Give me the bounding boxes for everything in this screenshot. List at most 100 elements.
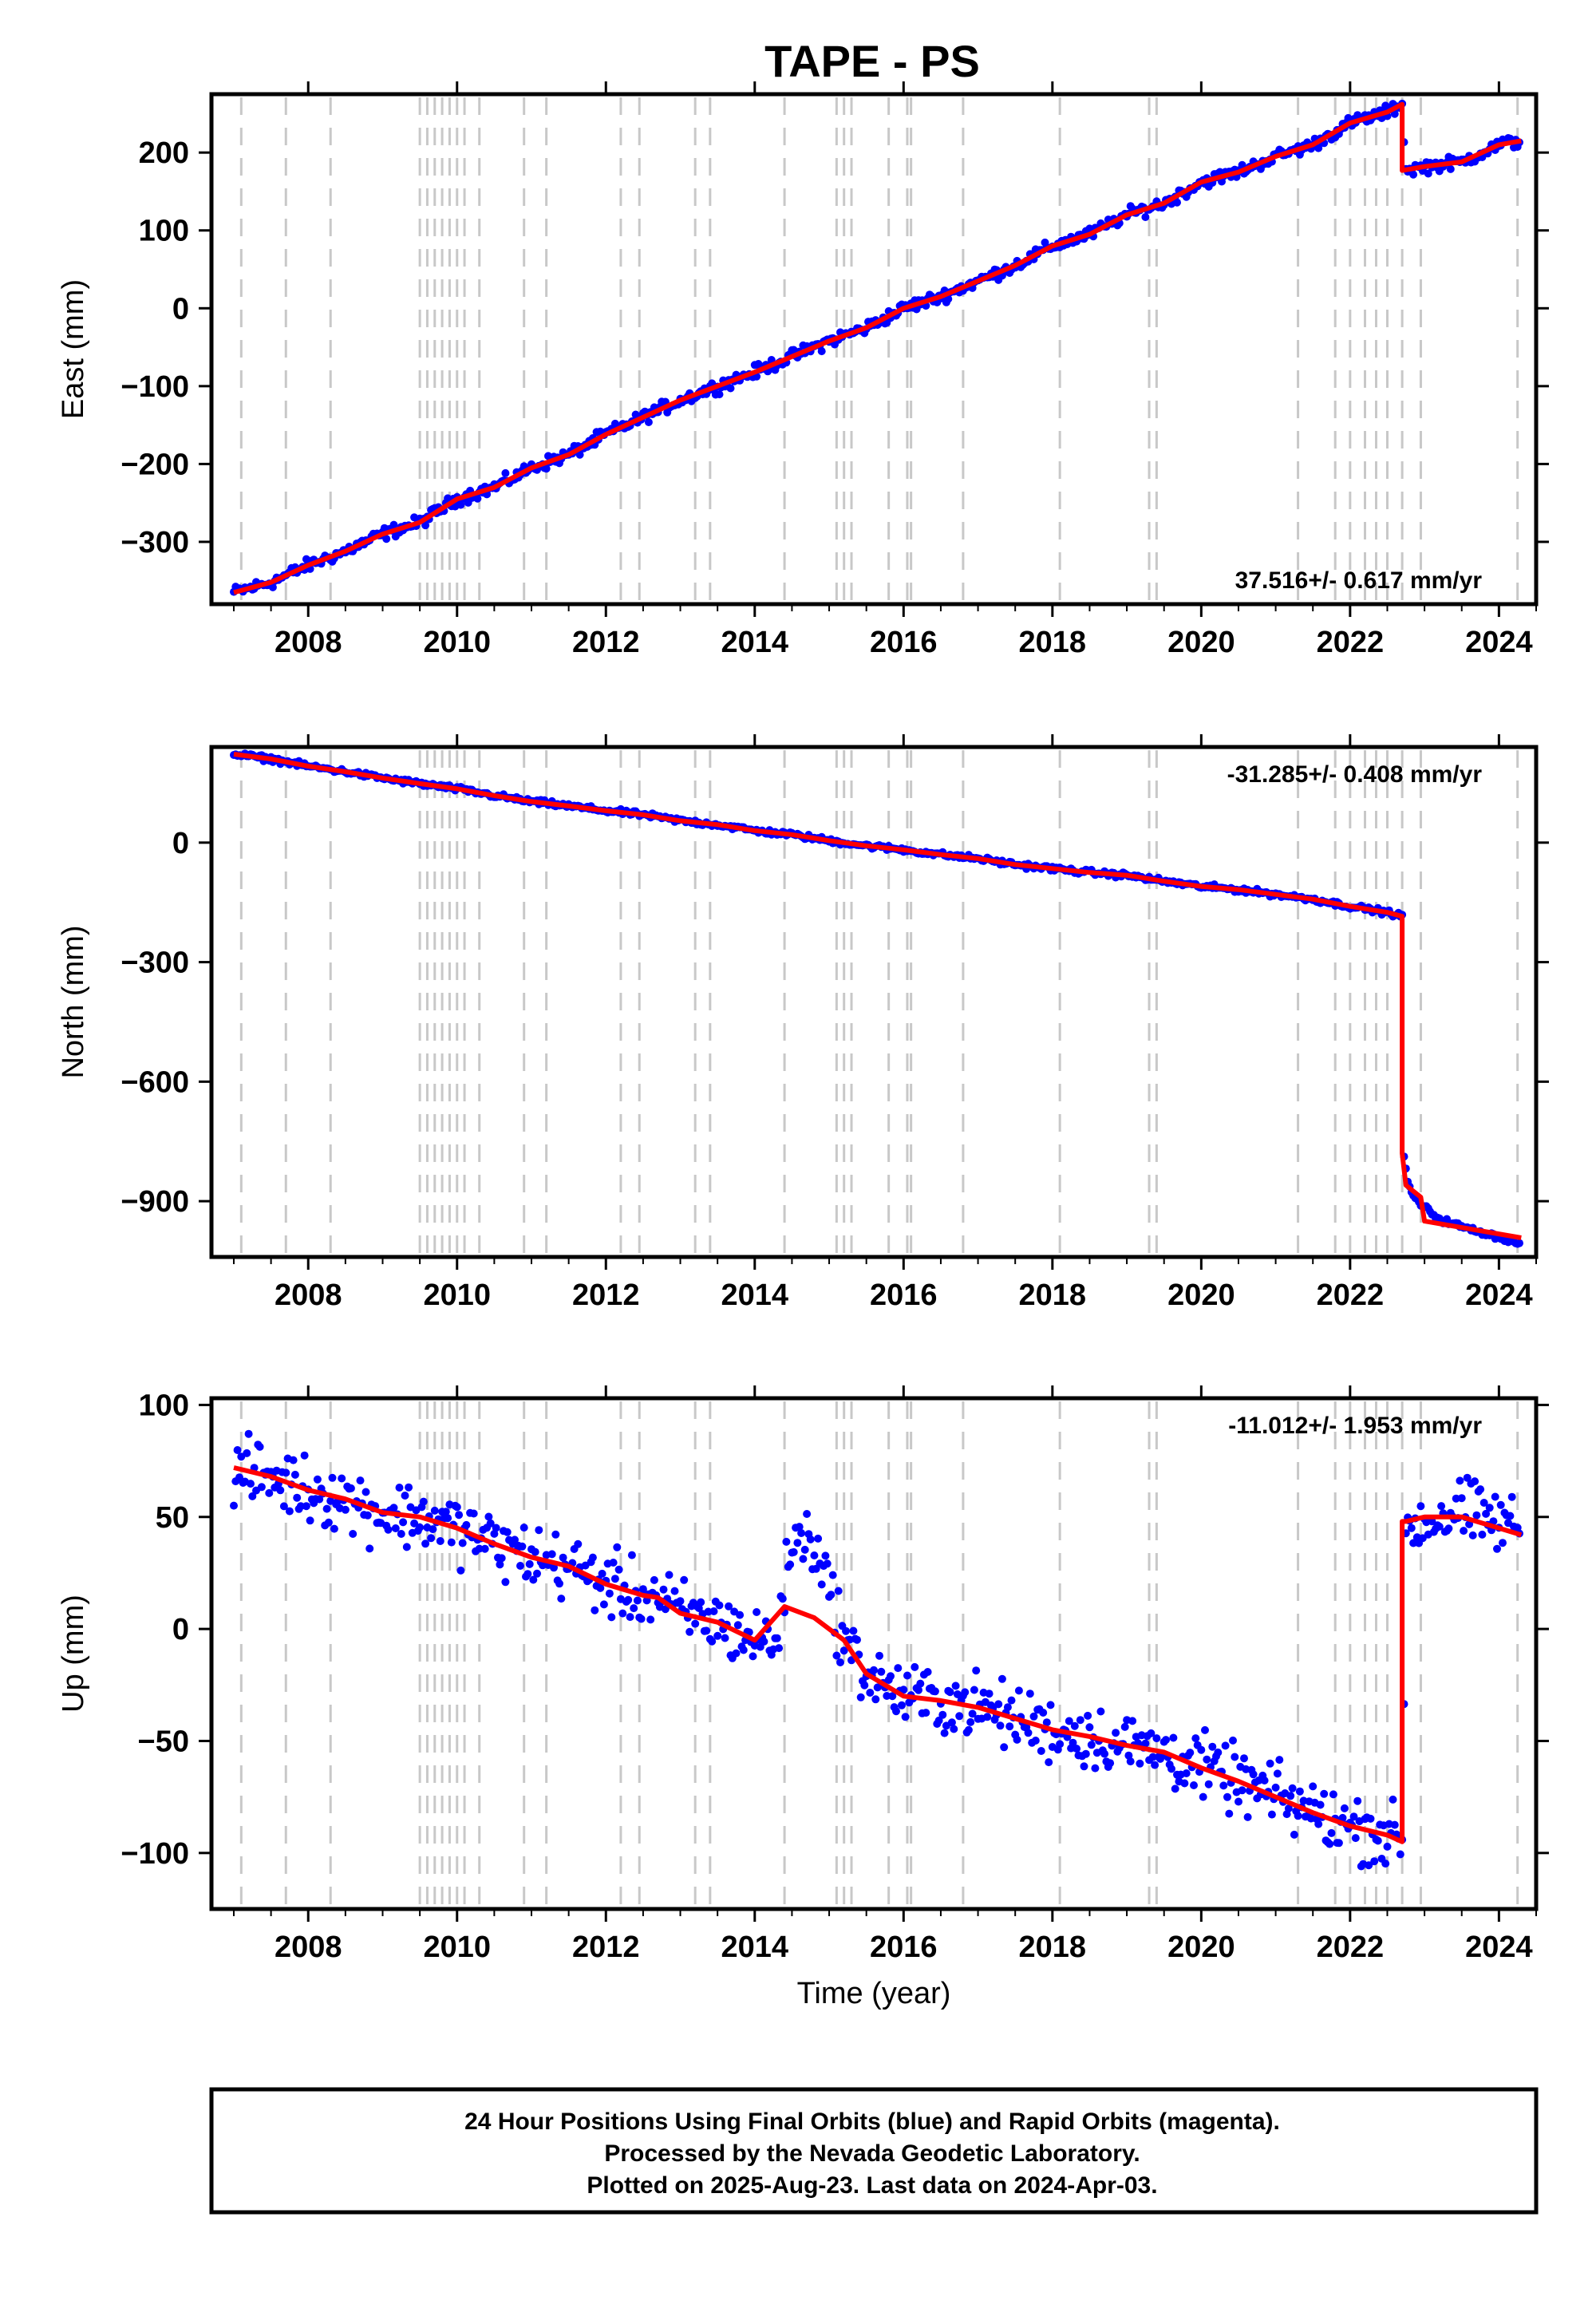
data-point: [1314, 144, 1323, 152]
data-point: [365, 1544, 374, 1553]
data-point: [961, 1688, 970, 1697]
data-point: [1383, 1842, 1392, 1851]
velocity-rate-label: 37.516+/- 0.617 mm/yr: [1235, 567, 1483, 594]
data-point: [1180, 1779, 1189, 1788]
data-point: [1478, 1530, 1487, 1539]
data-point: [1106, 1759, 1115, 1768]
data-point: [401, 1492, 409, 1500]
y-axis-label: North (mm): [57, 925, 90, 1078]
data-point: [529, 1575, 538, 1584]
data-point: [1197, 1745, 1206, 1754]
data-point: [1152, 1734, 1161, 1743]
y-tick-label: −600: [120, 1065, 189, 1099]
data-point: [542, 464, 551, 473]
x-tick-label: 2008: [275, 626, 342, 659]
data-point: [836, 1658, 844, 1666]
data-point: [1295, 1787, 1304, 1796]
data-point: [887, 1672, 895, 1681]
data-point: [1167, 1765, 1175, 1773]
x-tick-label: 2016: [870, 1279, 938, 1312]
data-point: [733, 1621, 742, 1630]
y-tick-label: 0: [172, 1613, 189, 1646]
data-point: [1506, 1512, 1515, 1520]
data-point: [1126, 1757, 1135, 1766]
data-point: [1112, 1729, 1120, 1737]
data-point: [575, 450, 584, 459]
data-point: [444, 1514, 452, 1523]
data-point: [789, 1547, 798, 1556]
data-point: [817, 1580, 826, 1589]
data-point: [1515, 1239, 1523, 1247]
data-point: [555, 1579, 563, 1588]
x-tick-label: 2008: [275, 1279, 342, 1312]
x-tick-label: 2020: [1167, 1279, 1235, 1312]
data-point: [1327, 1828, 1336, 1837]
data-point: [985, 1690, 994, 1698]
data-point: [803, 1510, 812, 1518]
data-point: [430, 1506, 439, 1515]
data-point: [1045, 1758, 1053, 1767]
data-point: [938, 1710, 947, 1719]
x-tick-label: 2024: [1465, 1931, 1533, 1964]
data-point: [349, 1530, 358, 1538]
data-point: [1468, 1531, 1477, 1539]
data-point: [533, 1569, 541, 1578]
data-point: [1056, 1740, 1065, 1749]
model-line: [233, 1465, 1523, 1844]
data-point: [1271, 1783, 1280, 1792]
data-point: [519, 1524, 528, 1532]
data-point: [247, 1480, 255, 1488]
data-point: [1338, 1813, 1347, 1822]
data-point: [1373, 1836, 1382, 1845]
data-point: [363, 1511, 372, 1520]
data-point: [1085, 1723, 1094, 1732]
y-tick-label: 100: [139, 215, 189, 248]
data-point: [708, 1637, 717, 1646]
data-point: [650, 1575, 658, 1584]
x-tick-label: 2014: [721, 626, 789, 659]
data-point: [497, 1554, 506, 1563]
data-point: [903, 1671, 911, 1680]
data-point: [484, 1512, 493, 1521]
data-point: [1435, 1522, 1444, 1531]
data-point: [1076, 1716, 1084, 1725]
chart-panels: 2008 2010 2012 2014 2016 2018 2020 2022 2024 −300…: [57, 81, 1549, 2010]
data-point: [456, 1566, 465, 1575]
data-point: [1219, 1781, 1228, 1790]
data-point: [551, 1530, 560, 1539]
data-point: [550, 1563, 558, 1572]
data-point: [1073, 1745, 1081, 1753]
data-point: [248, 1492, 257, 1500]
data-point: [626, 1613, 634, 1622]
data-point: [596, 1583, 605, 1592]
data-point: [1169, 1733, 1178, 1742]
data-point: [1204, 1780, 1213, 1788]
data-point: [951, 1682, 960, 1690]
y-tick-label: −300: [120, 526, 189, 559]
y-axis-label: Up (mm): [57, 1595, 90, 1713]
data-point: [817, 347, 826, 356]
data-point: [516, 1562, 524, 1570]
data-point: [1366, 1814, 1375, 1823]
data-point: [599, 1600, 608, 1609]
data-point: [609, 1559, 618, 1567]
data-point: [1457, 1494, 1466, 1503]
data-point: [1141, 1739, 1150, 1748]
y-tick-label: −200: [120, 448, 189, 481]
data-point: [1286, 1792, 1295, 1800]
x-tick-label: 2016: [870, 1931, 938, 1964]
data-point: [523, 1570, 532, 1579]
data-point: [1334, 1839, 1343, 1848]
model-line: [233, 752, 1522, 1240]
plot-frame: [209, 92, 1539, 607]
data-point: [1171, 1784, 1179, 1793]
data-point: [361, 1488, 370, 1496]
data-point: [1266, 1759, 1274, 1768]
data-point: [715, 390, 724, 399]
data-point: [1223, 1792, 1231, 1801]
data-point: [1381, 1860, 1390, 1868]
data-point: [1460, 1527, 1468, 1535]
data-point: [1046, 1701, 1055, 1709]
x-tick-label: 2018: [1019, 1931, 1087, 1964]
x-tick-label: 2016: [870, 626, 938, 659]
